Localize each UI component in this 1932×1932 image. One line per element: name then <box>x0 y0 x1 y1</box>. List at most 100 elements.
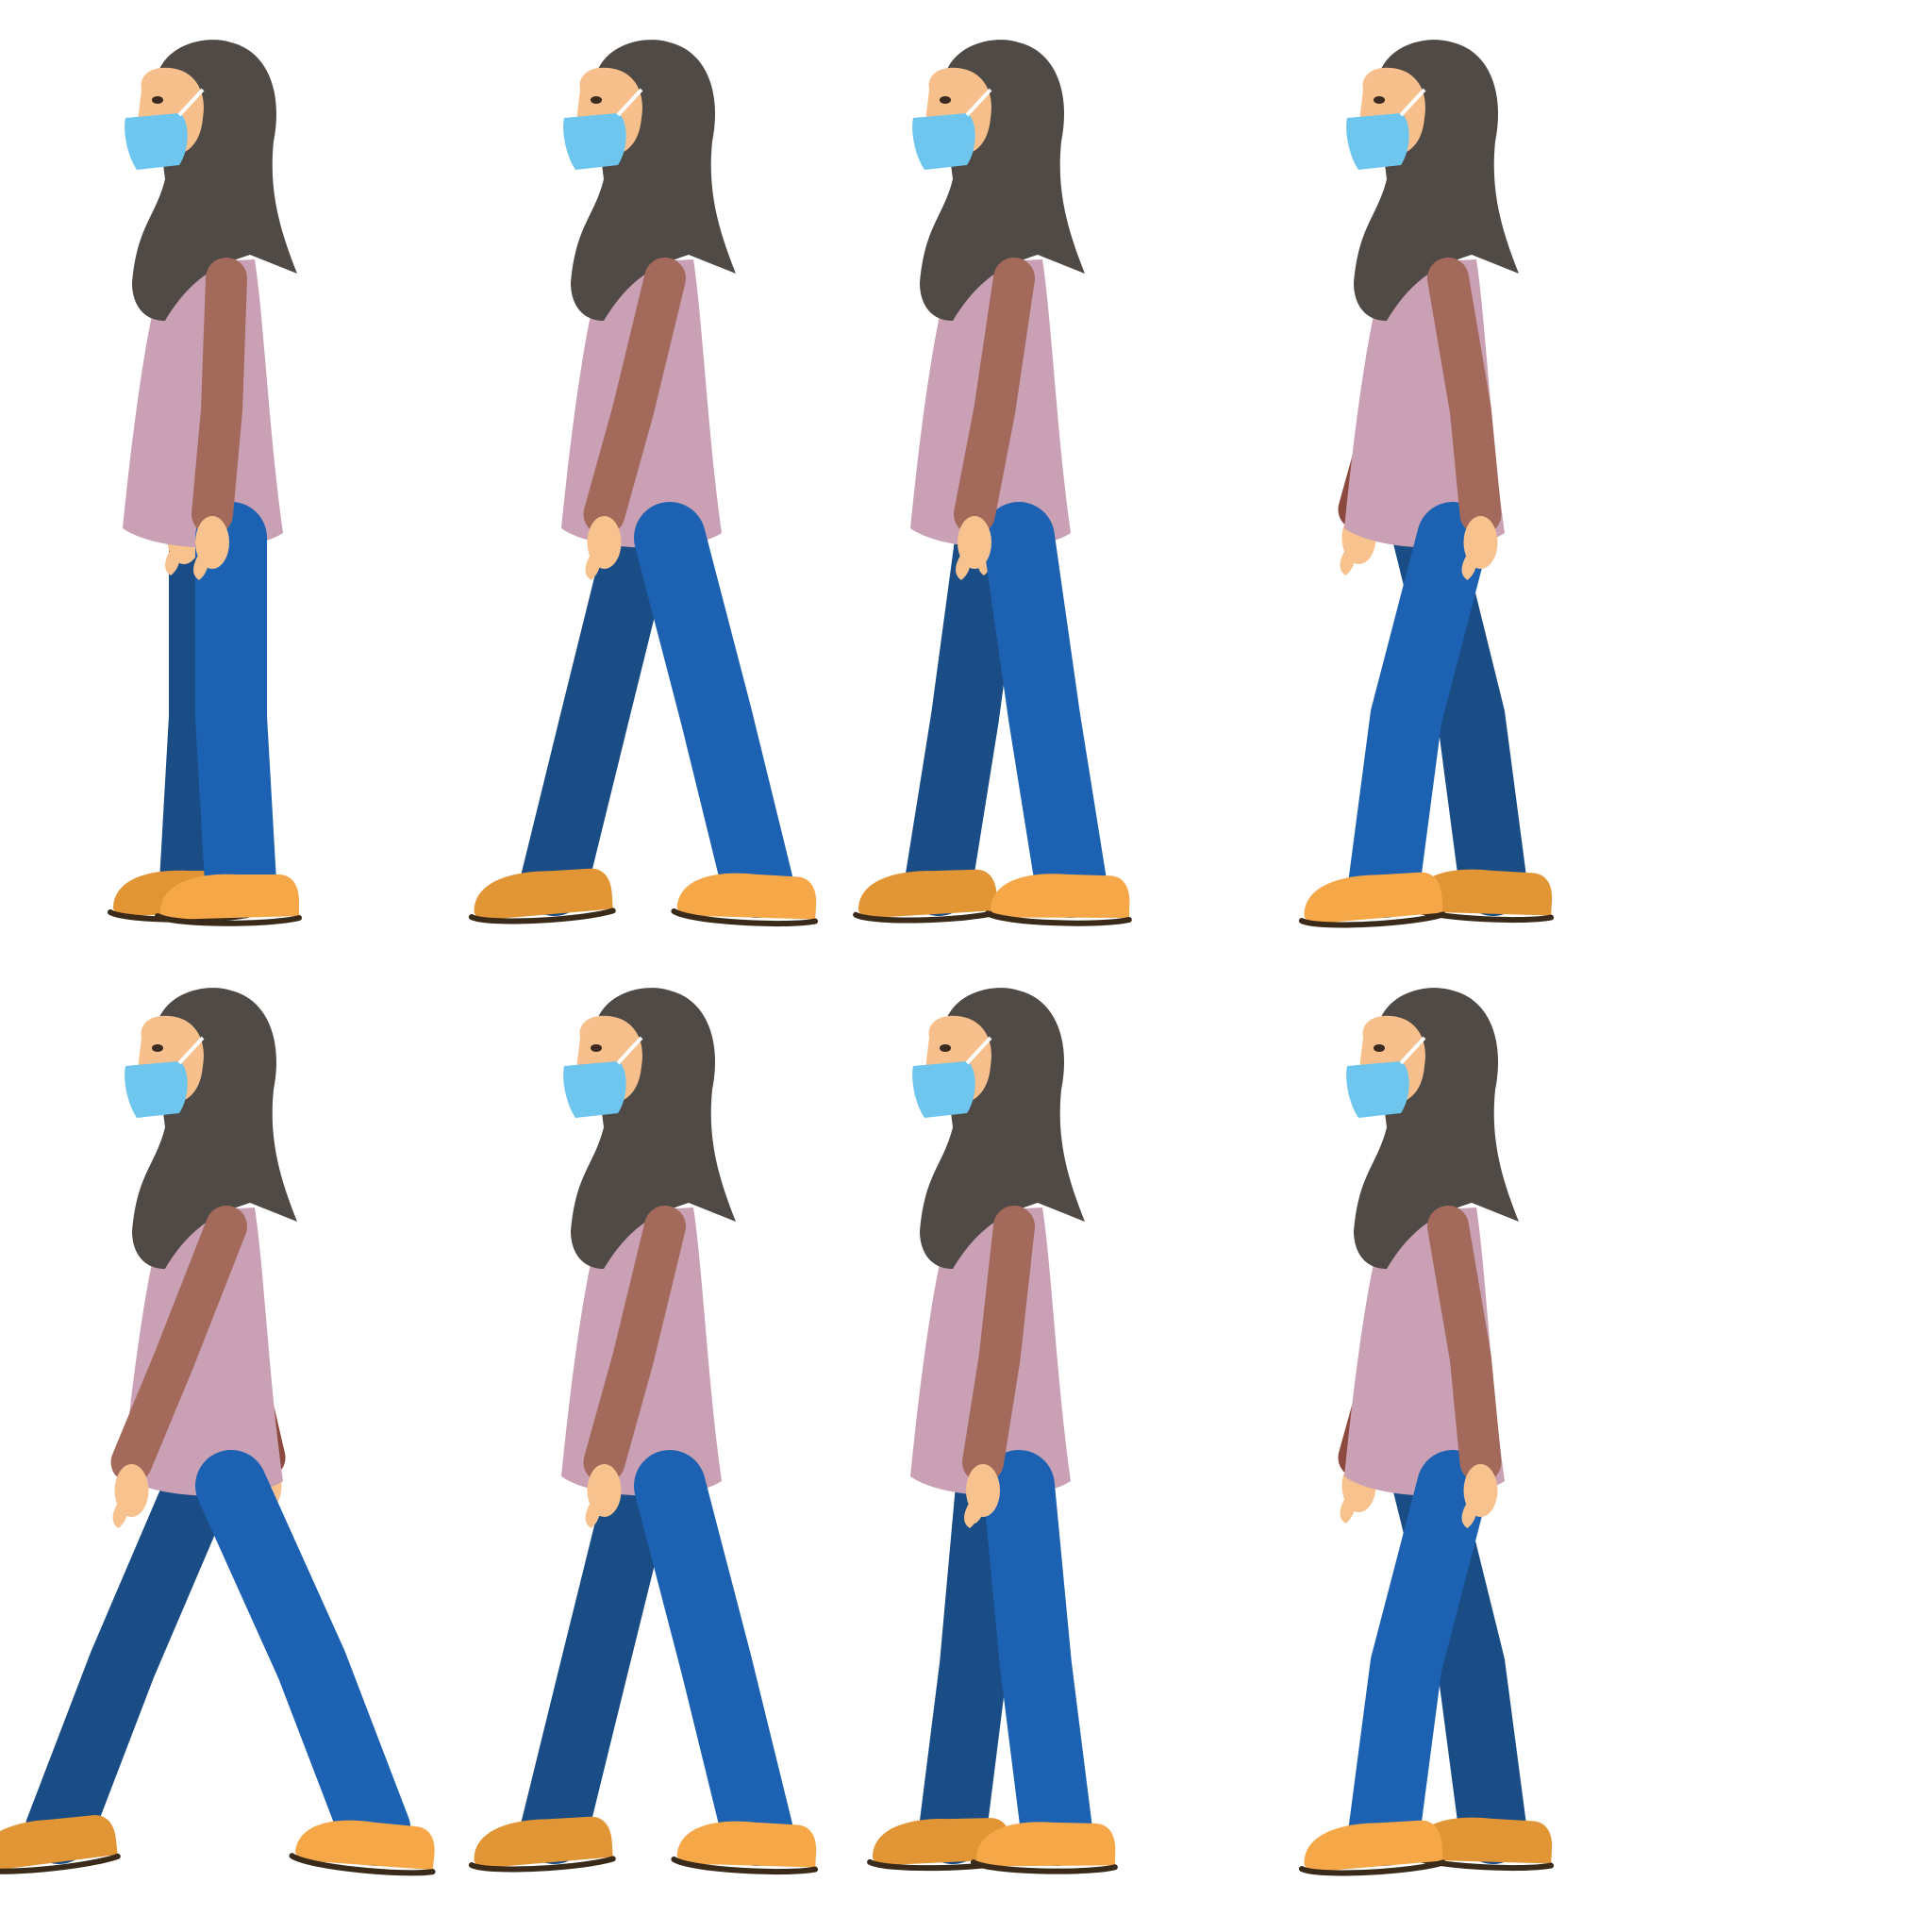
mask-strap <box>616 88 643 117</box>
eye <box>1374 1044 1385 1052</box>
near-hand <box>956 516 991 580</box>
near-arm <box>583 258 686 535</box>
walk-frame-7 <box>867 988 1118 1874</box>
eye <box>152 96 163 104</box>
walk-frame-6 <box>468 988 819 1875</box>
near-arm <box>962 1206 1035 1483</box>
near-hand <box>193 516 229 580</box>
far-hand-thumb <box>165 549 180 575</box>
far-shoe-upper <box>873 1818 1012 1866</box>
near-arm <box>583 1206 686 1483</box>
walk-frame-4 <box>1298 40 1555 928</box>
far-shoe-upper <box>474 1816 613 1869</box>
near-hand <box>112 1464 149 1528</box>
far-leg <box>25 1442 237 1864</box>
near-shoe <box>1298 1820 1446 1876</box>
face-mask <box>563 1061 626 1118</box>
mask-strap <box>616 1036 643 1065</box>
mask-strap <box>965 1036 992 1065</box>
far-shoe-sole <box>468 908 616 924</box>
face-mask <box>912 113 975 170</box>
face-mask <box>912 1061 975 1118</box>
near-shoe-upper <box>1304 1820 1443 1873</box>
near-shoe <box>671 873 819 927</box>
near-hand-thumb <box>1461 554 1477 580</box>
near-leg <box>634 502 793 918</box>
far-leg <box>520 1442 675 1864</box>
walk-frame-5 <box>0 988 436 1876</box>
near-shoe-sole <box>970 1859 1118 1874</box>
near-hand-palm <box>587 516 622 569</box>
near-shoe-upper <box>294 1820 435 1871</box>
near-hand-palm <box>966 1464 1000 1517</box>
near-leg <box>1348 502 1489 918</box>
eye <box>940 1044 951 1052</box>
far-shoe-upper <box>474 868 613 921</box>
near-hand-thumb <box>1461 1502 1477 1528</box>
far-shoe-upper <box>0 1815 118 1872</box>
near-shoe-sole <box>671 908 819 927</box>
eye <box>591 1044 602 1052</box>
near-shoe-upper <box>160 874 299 920</box>
near-leg <box>983 502 1107 918</box>
eye <box>1374 96 1385 104</box>
near-leg <box>634 1450 793 1866</box>
eye <box>940 96 951 104</box>
near-shoe-upper <box>676 1821 817 1868</box>
far-shoe <box>468 1816 616 1873</box>
mask-strap <box>177 1036 205 1065</box>
near-hand-palm <box>958 516 991 569</box>
far-shoe-upper <box>1412 1817 1553 1864</box>
near-shoe-upper <box>991 874 1130 918</box>
near-arm <box>1427 258 1502 535</box>
mask-strap <box>1399 88 1426 117</box>
near-shoe <box>155 874 302 926</box>
near-hand-thumb <box>964 1502 979 1528</box>
near-hand-thumb <box>585 1502 601 1528</box>
eye <box>591 96 602 104</box>
near-hand-palm <box>1463 516 1498 569</box>
near-hand <box>1461 1464 1498 1528</box>
far-leg <box>905 494 1024 916</box>
near-shoe-upper <box>1304 872 1443 924</box>
near-hand-palm <box>587 1464 622 1517</box>
near-leg <box>983 1450 1092 1866</box>
near-shoe <box>671 1821 819 1875</box>
walk-frame-8 <box>1298 988 1555 1876</box>
far-leg <box>919 1442 1024 1864</box>
far-shoe-upper <box>858 869 998 919</box>
walk-frame-1 <box>108 40 302 926</box>
mask-strap <box>177 88 205 117</box>
near-shoe-upper <box>676 873 817 920</box>
face-mask <box>125 113 188 170</box>
near-shoe-sole <box>155 913 302 926</box>
near-shoe <box>289 1820 436 1876</box>
near-shoe-sole <box>671 1856 819 1875</box>
near-hand <box>585 516 622 580</box>
far-shoe <box>0 1815 121 1874</box>
walk-frame-3 <box>853 40 1132 926</box>
near-shoe-sole <box>984 910 1132 926</box>
mask-strap <box>1399 1036 1426 1065</box>
near-leg <box>195 502 276 918</box>
far-shoe-sole <box>468 1856 616 1873</box>
near-hand-palm <box>195 516 229 569</box>
mask-strap <box>965 88 992 117</box>
far-shoe-upper <box>1412 869 1553 916</box>
near-shoe <box>1298 872 1446 928</box>
near-arm <box>954 258 1035 535</box>
near-leg <box>195 1450 411 1866</box>
near-arm <box>192 258 247 535</box>
near-arm <box>110 1206 247 1483</box>
near-hand <box>1461 516 1498 580</box>
eye <box>152 1044 163 1052</box>
far-shoe <box>468 868 616 924</box>
far-shoe-sole <box>0 1853 121 1874</box>
near-shoe <box>984 874 1132 926</box>
near-hand <box>964 1464 1000 1528</box>
far-shoe <box>853 869 1001 924</box>
frames-layer <box>0 40 1555 1876</box>
far-hand-thumb <box>1340 549 1356 575</box>
near-shoe-sole <box>1298 911 1446 928</box>
